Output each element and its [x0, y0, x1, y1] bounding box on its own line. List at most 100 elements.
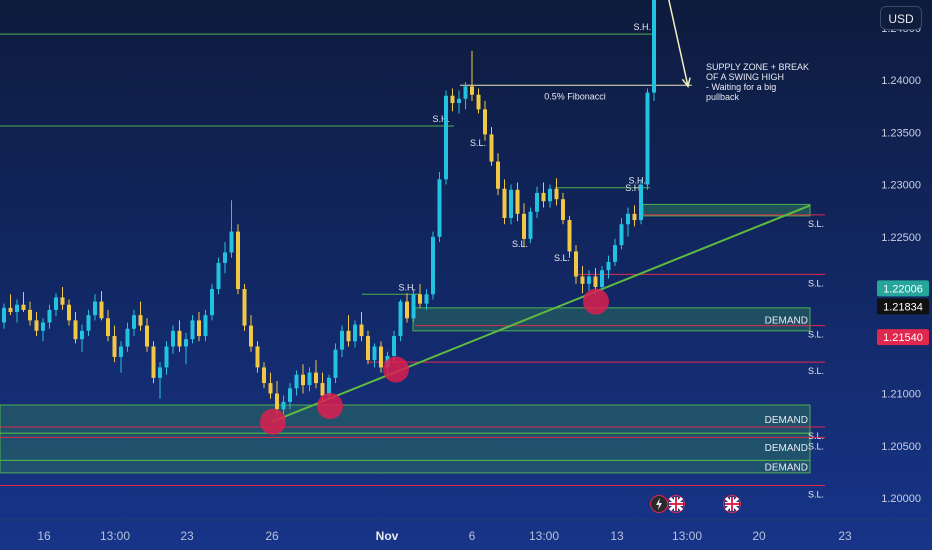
swing-low-label: S.L.	[808, 441, 824, 451]
candle-body	[67, 304, 71, 321]
fibonacci-label: 0.5% Fibonacci	[544, 91, 606, 101]
candle-body	[203, 315, 208, 337]
candle-body	[171, 330, 175, 347]
candle-body	[47, 309, 52, 323]
candle-body	[431, 236, 435, 295]
candle-body	[21, 304, 26, 310]
candle-body	[470, 86, 474, 95]
candle-body	[600, 270, 604, 287]
candle-body	[41, 322, 45, 331]
uk-flag-event-icon-2[interactable]	[723, 495, 741, 513]
candle-body	[561, 199, 565, 221]
candle-body	[528, 211, 533, 239]
swing-low-label: S.L.	[808, 330, 824, 340]
candle-body	[138, 315, 143, 326]
candle-body	[301, 374, 305, 386]
candle-body	[437, 179, 442, 237]
candle-body	[262, 367, 266, 384]
demand-zone	[412, 307, 811, 332]
candle-body	[606, 261, 611, 271]
candle-body	[86, 315, 91, 331]
candle-body	[255, 346, 260, 368]
price-tick-label: 1.20000	[881, 493, 921, 505]
candle-body	[567, 220, 572, 252]
candle-body	[626, 213, 630, 225]
candle-body	[639, 184, 643, 221]
price-badge-label: 1.21540	[883, 332, 923, 344]
candle-body	[125, 328, 130, 347]
candle-body	[483, 109, 487, 135]
candle-body	[112, 336, 117, 357]
candle-body	[327, 377, 331, 396]
pullback-arrow-head	[681, 77, 691, 89]
price-badge	[877, 329, 929, 346]
price-badge	[877, 280, 929, 297]
price-tick-label: 1.22500	[881, 232, 921, 244]
candle-body	[353, 324, 357, 342]
candle-body	[28, 309, 32, 321]
candle-body	[587, 276, 591, 284]
candle-body	[73, 320, 78, 340]
candle-body	[554, 188, 559, 200]
candle-body	[34, 320, 39, 331]
currency-button[interactable]: USD	[880, 6, 922, 30]
price-tick-label: 1.20500	[881, 441, 921, 453]
pullback-arrow-line	[668, 0, 689, 87]
demand-zone-label: DEMAND	[765, 415, 808, 426]
swing-label: S.L.	[470, 138, 486, 148]
candle-body	[145, 325, 149, 347]
swing-low-label: S.L.	[808, 489, 824, 499]
candle-body	[405, 301, 409, 319]
candle-body	[379, 346, 383, 368]
candle-body	[333, 349, 338, 378]
time-tick-label: 13	[610, 529, 624, 543]
candle-body	[444, 95, 448, 180]
swing-high-label: S.H.	[633, 22, 651, 32]
candle-body	[210, 289, 214, 316]
candle-body	[314, 372, 318, 384]
uk-flag-event-icon[interactable]	[667, 495, 685, 513]
candle-body	[151, 346, 156, 378]
swing-low-label: S.L.	[808, 366, 824, 376]
candle-body	[541, 192, 546, 202]
annotation-text: SUPPLY ZONE + BREAK	[706, 62, 809, 72]
time-tick-label: 20	[752, 529, 766, 543]
candle-body	[574, 251, 578, 277]
time-tick-label: 6	[469, 529, 476, 543]
candle-body	[619, 224, 624, 246]
time-tick-label: Nov	[376, 529, 399, 543]
candle-body	[184, 339, 188, 347]
candle-body	[593, 276, 598, 287]
candle-body	[652, 0, 656, 93]
candle-body	[2, 307, 6, 323]
demand-box	[642, 203, 811, 217]
candle-body	[463, 86, 468, 99]
candle-body	[281, 401, 286, 410]
candle-body	[268, 383, 273, 394]
time-tick-label: 16	[37, 529, 51, 543]
candle-body	[346, 330, 351, 342]
flash-event-icon[interactable]	[650, 495, 668, 513]
candle-body	[99, 301, 104, 319]
candle-body	[320, 383, 325, 396]
candle-body	[229, 231, 234, 253]
time-tick-label: 13:00	[672, 529, 702, 543]
candle-body	[392, 336, 396, 356]
candle-body	[457, 98, 461, 104]
candle-body	[489, 134, 494, 162]
demand-zone-label: DEMAND	[765, 315, 808, 326]
candle-body	[54, 297, 58, 310]
annotation-text: OF A SWING HIGH	[706, 72, 784, 82]
candle-body	[190, 320, 195, 340]
candle-body	[509, 189, 513, 218]
candle-body	[288, 388, 292, 402]
candle-body	[580, 276, 585, 284]
candle-body	[613, 245, 617, 262]
time-tick-label: 23	[180, 529, 194, 543]
candle-body	[216, 262, 221, 290]
candle-body	[197, 320, 201, 337]
demand-zone	[0, 404, 811, 434]
candle-body	[177, 330, 182, 347]
candle-body	[366, 336, 370, 361]
